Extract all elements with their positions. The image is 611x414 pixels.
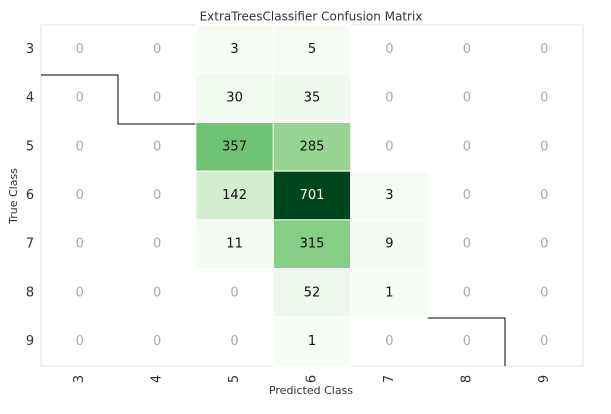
y-tick-label: 8 <box>26 285 34 300</box>
cell-value-label: 0 <box>385 91 393 106</box>
heatmap-cell <box>195 121 274 172</box>
x-tick-label: 3 <box>72 375 87 383</box>
cell-value-label: 142 <box>222 188 247 203</box>
cell-value-label: 315 <box>300 237 325 252</box>
heatmap-cell <box>350 268 429 318</box>
heatmap-cell <box>272 219 352 270</box>
heatmap-cell <box>272 121 352 172</box>
chart-title: ExtraTreesClassifier Confusion Matrix <box>200 10 423 24</box>
cell-value-label: 0 <box>463 285 471 300</box>
y-tick-label: 6 <box>26 188 34 203</box>
cell-value-label: 0 <box>153 139 161 154</box>
cell-value-label: 0 <box>153 237 161 252</box>
cell-value-label: 1 <box>308 334 316 349</box>
heatmap-cell <box>272 316 352 367</box>
cell-value-label: 0 <box>153 91 161 106</box>
y-tick-label: 5 <box>26 139 34 154</box>
y-tick-label: 9 <box>26 334 34 349</box>
cell-value-label: 0 <box>153 285 161 300</box>
cell-value-label: 0 <box>463 334 471 349</box>
cell-value-label: 0 <box>385 139 393 154</box>
cell-value-label: 0 <box>76 237 84 252</box>
cell-value-label: 0 <box>153 42 161 57</box>
cell-value-label: 3 <box>385 188 393 203</box>
y-tick-label: 7 <box>26 237 34 252</box>
heatmap-cell <box>350 170 429 221</box>
cell-value-label: 701 <box>300 188 325 203</box>
x-axis-label: Predicted Class <box>269 384 353 397</box>
cell-value-label: 1 <box>385 285 393 300</box>
heatmap-cell <box>272 73 352 123</box>
cell-value-label: 35 <box>304 91 321 106</box>
cell-value-label: 0 <box>385 42 393 57</box>
cell-value-label: 0 <box>230 334 238 349</box>
cell-value-label: 0 <box>463 139 471 154</box>
x-tick-label: 9 <box>537 375 552 383</box>
cell-value-label: 0 <box>76 188 84 203</box>
cell-value-label: 0 <box>463 42 471 57</box>
cell-value-label: 0 <box>540 91 548 106</box>
cell-value-label: 285 <box>300 139 325 154</box>
x-tick-label: 8 <box>459 375 474 383</box>
cell-value-label: 0 <box>540 139 548 154</box>
heatmap-cell <box>350 219 429 270</box>
cell-value-label: 0 <box>463 188 471 203</box>
cell-value-label: 0 <box>76 139 84 154</box>
x-tick-label: 5 <box>227 375 242 383</box>
cell-value-label: 0 <box>385 334 393 349</box>
cell-value-label: 0 <box>540 285 548 300</box>
cell-value-label: 0 <box>153 188 161 203</box>
cell-value-label: 0 <box>463 91 471 106</box>
heatmap-cell <box>195 24 274 75</box>
x-tick-label: 6 <box>305 375 320 383</box>
x-tick-label: 7 <box>382 375 397 383</box>
cell-value-label: 0 <box>540 42 548 57</box>
cell-value-label: 0 <box>463 237 471 252</box>
heatmap-cell <box>272 170 352 221</box>
cell-value-label: 3 <box>230 42 238 57</box>
cell-value-label: 52 <box>304 285 321 300</box>
heatmap-cell <box>272 268 352 318</box>
x-tick-label: 4 <box>150 375 165 383</box>
heatmap-cell <box>195 219 274 270</box>
y-axis-label: True Class <box>7 168 20 225</box>
cell-value-label: 0 <box>540 237 548 252</box>
y-tick-label: 4 <box>26 91 34 106</box>
cell-value-label: 0 <box>76 91 84 106</box>
cell-value-label: 5 <box>308 42 316 57</box>
cell-value-label: 0 <box>153 334 161 349</box>
cell-value-label: 0 <box>540 334 548 349</box>
cell-value-label: 0 <box>76 285 84 300</box>
cell-value-label: 9 <box>385 237 393 252</box>
cell-value-label: 0 <box>76 334 84 349</box>
cell-value-label: 357 <box>222 139 247 154</box>
y-tick-label: 3 <box>26 42 34 57</box>
cell-value-label: 0 <box>540 188 548 203</box>
cell-value-label: 30 <box>226 91 243 106</box>
cell-value-label: 0 <box>230 285 238 300</box>
cell-value-label: 11 <box>226 237 243 252</box>
cell-value-label: 0 <box>76 42 84 57</box>
